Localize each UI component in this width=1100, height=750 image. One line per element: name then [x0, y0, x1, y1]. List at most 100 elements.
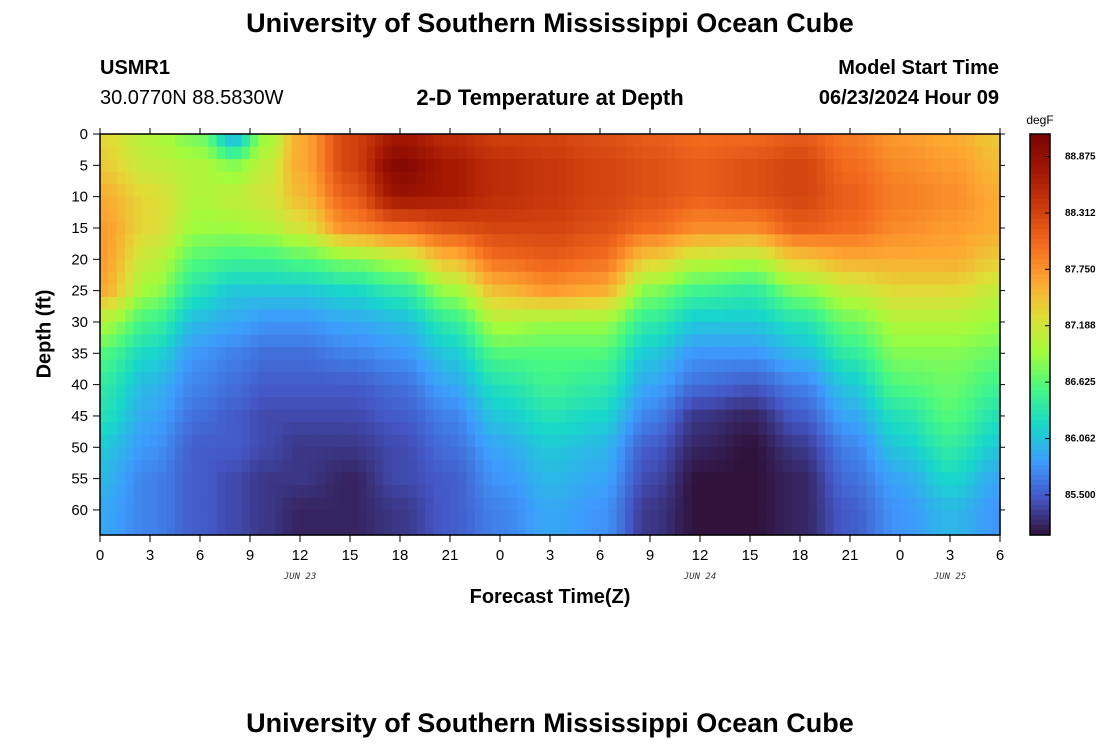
heatmap-cell [508, 171, 518, 185]
heatmap-cell [233, 347, 243, 361]
heatmap-cell [550, 522, 559, 536]
heatmap-cell [883, 259, 893, 273]
heatmap-cell [791, 522, 801, 536]
heatmap-cell [758, 246, 768, 260]
heatmap-cell [383, 397, 393, 411]
heatmap-cell [266, 434, 276, 448]
heatmap-cell [983, 422, 993, 436]
heatmap-cell [675, 434, 684, 448]
heatmap-cell [983, 234, 993, 248]
heatmap-cell [825, 196, 834, 210]
heatmap-cell [966, 309, 976, 323]
heatmap-cell [366, 259, 376, 273]
heatmap-cell [791, 434, 801, 448]
heatmap-cell [700, 171, 709, 185]
heatmap-cell [466, 134, 476, 148]
heatmap-cell [841, 296, 851, 311]
heatmap-cell [683, 296, 693, 311]
heatmap-cell [125, 397, 134, 411]
heatmap-cell [358, 171, 368, 185]
heatmap-cell [925, 409, 934, 423]
heatmap-cell [516, 246, 526, 260]
heatmap-cell [266, 221, 276, 235]
heatmap-cell [583, 296, 593, 311]
heatmap-cell [250, 209, 259, 223]
heatmap-cell [858, 196, 868, 210]
heatmap-cell [833, 522, 843, 536]
heatmap-cell [108, 459, 118, 473]
heatmap-cell [475, 259, 484, 273]
heatmap-cell [525, 221, 534, 235]
heatmap-cell [366, 184, 376, 198]
heatmap-cell [116, 422, 126, 436]
heatmap-cell [941, 409, 951, 423]
heatmap-cell [691, 359, 701, 373]
heatmap-cell [916, 284, 926, 298]
heatmap-cell [950, 196, 959, 210]
heatmap-cell [500, 384, 509, 398]
heatmap-cell [533, 234, 543, 248]
heatmap-cell [558, 347, 568, 361]
heatmap-cell [625, 334, 634, 348]
heatmap-cell [933, 472, 943, 486]
heatmap-cell [733, 472, 743, 486]
heatmap-cell [441, 196, 451, 210]
heatmap-cell [325, 347, 334, 361]
heatmap-cell [158, 271, 168, 285]
heatmap-cell [141, 171, 151, 185]
heatmap-cell [416, 372, 426, 386]
heatmap-cell [208, 296, 218, 311]
heatmap-cell [225, 509, 234, 524]
heatmap-cell [166, 497, 176, 511]
heatmap-cell [191, 146, 201, 160]
heatmap-cell [641, 159, 651, 173]
heatmap-cell [766, 321, 776, 336]
heatmap-cell [925, 234, 934, 248]
heatmap-cell [841, 347, 851, 361]
heatmap-cell [341, 522, 351, 536]
heatmap-cell [650, 284, 659, 298]
heatmap-cell [308, 397, 318, 411]
heatmap-cell [891, 246, 901, 260]
heatmap-cell [675, 484, 684, 499]
heatmap-cell [250, 159, 259, 173]
heatmap-cell [191, 509, 201, 524]
heatmap-cell [491, 284, 501, 298]
heatmap-cell [883, 372, 893, 386]
heatmap-cell [408, 384, 418, 398]
heatmap-cell [675, 497, 684, 511]
heatmap-cell [133, 321, 143, 336]
heatmap-cell [850, 347, 859, 361]
heatmap-cell [950, 171, 959, 185]
heatmap-cell [441, 309, 451, 323]
heatmap-cell [908, 422, 918, 436]
colorbar-tick-label: 88.312 [1065, 208, 1096, 219]
heatmap-cell [141, 159, 151, 173]
heatmap-cell [383, 434, 393, 448]
heatmap-cell [866, 397, 876, 411]
heatmap-cell [558, 184, 568, 198]
heatmap-cell [725, 171, 734, 185]
heatmap-cell [166, 246, 176, 260]
heatmap-cell [866, 296, 876, 311]
heatmap-cells [100, 134, 1001, 536]
heatmap-cell [525, 372, 534, 386]
heatmap-cell [683, 359, 693, 373]
heatmap-cell [525, 434, 534, 448]
colorbar-segment [1030, 414, 1050, 421]
heatmap-cell [408, 209, 418, 223]
colorbar-segment [1030, 244, 1050, 250]
heatmap-cell [275, 384, 284, 398]
heatmap-cell [175, 134, 184, 148]
heatmap-cell [691, 409, 701, 423]
heatmap-cell [475, 309, 484, 323]
heatmap-cell [916, 334, 926, 348]
heatmap-cell [766, 234, 776, 248]
heatmap-cell [691, 384, 701, 398]
heatmap-cell [366, 384, 376, 398]
heatmap-cell [441, 347, 451, 361]
heatmap-cell [541, 146, 551, 160]
heatmap-cell [166, 447, 176, 461]
heatmap-cell [600, 171, 609, 185]
heatmap-cell [425, 221, 434, 235]
